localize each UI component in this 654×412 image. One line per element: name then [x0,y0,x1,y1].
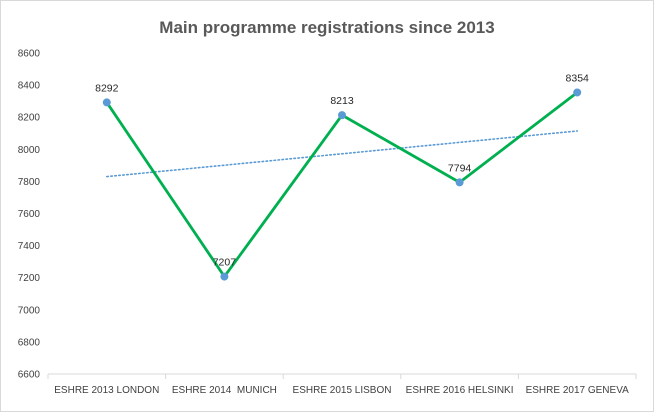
chart-title: Main programme registrations since 2013 [159,18,494,37]
data-point [102,98,111,107]
series-line [105,91,579,278]
x-tick-label: ESHRE 2017 GENEVA [526,385,630,396]
y-tick-label: 8600 [18,49,41,60]
data-label: 7207 [213,257,237,269]
y-tick-label: 7000 [18,305,41,316]
y-tick-label: 7600 [18,209,41,220]
y-tick-label: 6600 [18,370,41,381]
y-tick-label: 7400 [18,241,41,252]
x-tick-label: ESHRE 2016 HELSINKI [406,385,514,396]
x-tick-label: ESHRE 2014 MUNICH [172,385,277,396]
data-point [338,111,346,120]
x-tick-label: ESHRE 2013 LONDON [54,385,159,396]
data-point [573,88,582,97]
data-label: 7794 [448,162,472,174]
data-label: 8213 [330,95,354,107]
y-tick-label: 8200 [18,113,41,124]
trendline [106,130,579,178]
y-tick-label: 7800 [18,177,41,188]
y-tick-label: 8400 [18,81,41,92]
data-point [455,178,464,187]
y-tick-label: 6800 [18,337,41,348]
data-label: 8292 [95,82,119,94]
data-point [220,272,229,281]
y-tick-label: 8000 [18,145,41,156]
data-label: 8354 [566,72,590,84]
y-tick-label: 7200 [18,273,41,284]
x-tick-label: ESHRE 2015 LISBON [293,385,392,396]
